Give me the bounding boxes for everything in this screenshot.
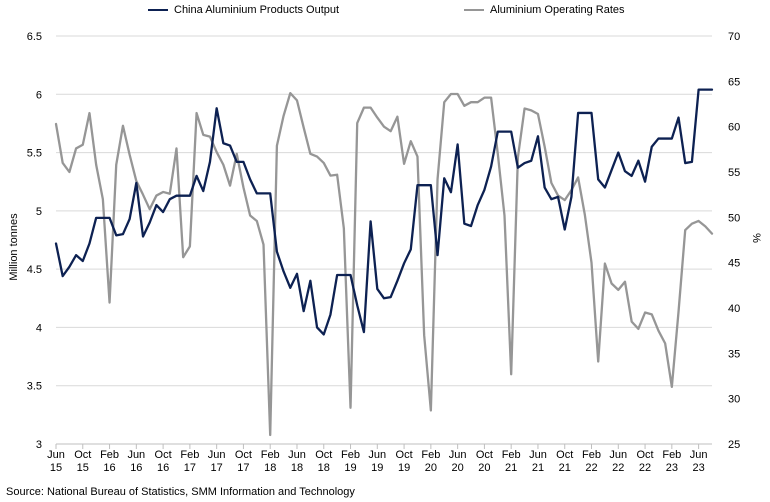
legend-item-output: China Aluminium Products Output [148,4,339,16]
legend: China Aluminium Products Output Aluminiu… [0,4,770,20]
x-tick-label-year: 22 [612,462,624,474]
x-tick-label-month: Feb [180,449,199,461]
series-lines [54,88,714,437]
x-tick-label-month: Jun [288,449,306,461]
x-tick-label-month: Feb [582,449,601,461]
x-tick-label-month: Oct [315,449,332,461]
x-tick-label-year: 18 [318,462,330,474]
y-left-tick-label: 4 [36,322,42,334]
y-right-tick-label: 40 [728,303,740,315]
x-tick-label-month: Jun [449,449,467,461]
x-axis: Jun15Oct15Feb16Jun16Oct16Feb17Jun17Oct17… [47,443,712,474]
x-tick-label-year: 17 [184,462,196,474]
x-tick-label-year: 15 [50,462,62,474]
y-left-tick-label: 5.5 [27,148,42,160]
x-tick-label-month: Jun [368,449,386,461]
series-line-output [54,88,714,336]
legend-swatch-output [148,9,168,11]
x-tick-label-month: Feb [662,449,681,461]
x-tick-label-month: Oct [396,449,413,461]
x-tick-label-month: Oct [74,449,91,461]
x-tick-label-month: Oct [476,449,493,461]
x-tick-label-month: Jun [529,449,547,461]
y-left-tick-label: 6 [36,89,42,101]
x-tick-label-year: 21 [505,462,517,474]
y-axis-left: 3 3.5 4 4.5 5 5.5 6 6.5 [27,31,42,451]
x-tick-label-year: 16 [157,462,169,474]
x-tick-label-year: 21 [559,462,571,474]
x-tick-label-year: 16 [130,462,142,474]
x-tick-label-month: Feb [100,449,119,461]
y-left-tick-label: 5 [36,206,42,218]
x-tick-label-year: 17 [211,462,223,474]
y-right-tick-label: 35 [728,348,740,360]
x-tick-label-year: 19 [344,462,356,474]
y-axis-left-label: Million tonnes [8,213,20,281]
x-tick-label-year: 23 [666,462,678,474]
y-left-tick-label: 3 [36,439,42,451]
legend-label-output: China Aluminium Products Output [174,4,340,16]
x-tick-label-month: Jun [127,449,145,461]
legend-swatch-operating-rates [464,9,484,11]
legend-label-operating-rates: Aluminium Operating Rates [490,4,625,16]
x-tick-label-month: Feb [261,449,280,461]
x-tick-label-year: 23 [692,462,704,474]
grid-lines [56,35,712,445]
x-tick-label-year: 19 [398,462,410,474]
x-tick-label-month: Jun [609,449,627,461]
y-right-tick-label: 45 [728,258,740,270]
x-tick-label-year: 18 [291,462,303,474]
y-left-tick-label: 3.5 [27,381,42,393]
x-tick-label-year: 20 [478,462,490,474]
y-axis-right-label: % [750,233,762,243]
y-right-tick-label: 70 [728,31,740,43]
x-tick-label-year: 20 [452,462,464,474]
x-tick-label-month: Jun [208,449,226,461]
y-right-tick-label: 60 [728,122,740,134]
x-tick-label-month: Feb [341,449,360,461]
x-tick-label-year: 18 [264,462,276,474]
x-tick-label-year: 21 [532,462,544,474]
source-note: Source: National Bureau of Statistics, S… [6,486,355,498]
legend-item-operating-rates: Aluminium Operating Rates [464,4,625,16]
x-tick-label-month: Oct [235,449,252,461]
x-tick-label-month: Feb [421,449,440,461]
x-tick-label-month: Oct [556,449,573,461]
x-tick-label-month: Jun [690,449,708,461]
y-left-tick-label: 6.5 [27,31,42,43]
x-tick-label-month: Feb [502,449,521,461]
y-right-tick-label: 30 [728,394,740,406]
x-tick-label-year: 22 [585,462,597,474]
y-right-tick-label: 50 [728,212,740,224]
x-tick-label-month: Oct [636,449,653,461]
x-tick-label-month: Oct [155,449,172,461]
y-right-tick-label: 65 [728,76,740,88]
x-tick-label-year: 16 [103,462,115,474]
y-right-tick-label: 25 [728,439,740,451]
x-tick-label-month: Jun [47,449,65,461]
x-tick-label-year: 15 [77,462,89,474]
y-left-tick-label: 4.5 [27,264,42,276]
x-tick-label-year: 19 [371,462,383,474]
x-tick-label-year: 22 [639,462,651,474]
y-right-tick-label: 55 [728,167,740,179]
series-line-operating-rates [54,91,714,437]
x-tick-label-year: 20 [425,462,437,474]
y-axis-right: 25 30 35 40 45 50 55 60 65 70 [728,31,740,451]
x-tick-label-year: 17 [237,462,249,474]
